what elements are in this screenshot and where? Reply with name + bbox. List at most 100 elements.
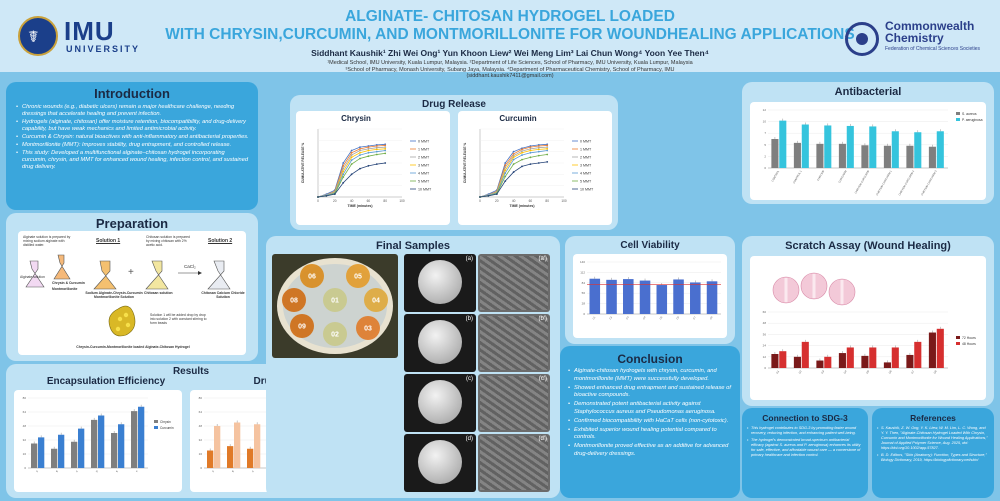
bar <box>227 446 234 468</box>
sample-label: 09 <box>298 324 306 331</box>
flask-icon <box>25 260 45 288</box>
y-tick-label: 0 <box>24 466 26 470</box>
montmorillonite-label: Montmorillonite <box>52 287 78 291</box>
bar <box>214 426 221 468</box>
title-line-2: WITH CHRYSIN,CURCUMIN, AND MONTMORILLONI… <box>165 26 855 43</box>
y-tick-label: 112 <box>580 270 585 274</box>
data-point <box>367 147 370 150</box>
encapsulation-efficiency-title: Encapsulation Efficiency <box>46 376 166 387</box>
y-tick-label: 64 <box>199 410 203 414</box>
solution-2-label: Solution 2 <box>208 238 233 244</box>
bar <box>639 280 651 314</box>
preparation-flask-diagram: + <box>25 254 231 337</box>
bar <box>131 411 138 468</box>
data-point <box>384 146 387 149</box>
bar <box>690 282 701 314</box>
beads-plate: 06 05 08 04 01 09 02 03 <box>277 258 393 354</box>
y-tick-label: 48 <box>763 321 767 325</box>
legend-label: 10 MMT <box>580 188 594 192</box>
bar <box>656 285 668 314</box>
bar <box>838 143 846 168</box>
data-point <box>546 147 549 150</box>
x-tick-label: C7 <box>693 315 697 320</box>
data-point <box>521 148 523 151</box>
list-item: Exhibited superior wound healing potenti… <box>568 427 736 442</box>
data-point <box>537 154 540 157</box>
antibacterial-title: Antibacterial <box>834 86 902 98</box>
y-tick-label: 10 <box>763 120 767 124</box>
final-samples-panel: Final Samples 06 05 08 04 01 09 02 03 (a) (a') (b… <box>266 236 560 498</box>
bead-sample <box>282 288 306 312</box>
data-point <box>359 167 361 170</box>
introduction-list: Chronic wounds (e.g., diabetic ulcers) r… <box>16 104 250 172</box>
y-tick-label: 84 <box>582 281 586 285</box>
bar <box>846 125 854 168</box>
sdg-list: This hydrogel contributes to SDG-3 by pr… <box>747 426 863 460</box>
data-point <box>342 162 345 164</box>
sem-texture <box>480 316 548 370</box>
bar <box>869 347 877 368</box>
antibacterial-chart: 0 2 5 7 10 12 CONTROL CONTROL 1 CHRYSIN CURCUMIN C… <box>750 102 986 200</box>
preparation-diagram: Alginate solution is prepared by mixing … <box>18 231 246 355</box>
x-axis-label: TIME (minutes) <box>347 204 372 208</box>
data-point <box>384 152 387 155</box>
y-tick-label: 32 <box>23 438 27 442</box>
data-point <box>537 146 540 149</box>
bar <box>816 143 824 168</box>
legend-swatch <box>956 112 960 115</box>
list-item: Confirmed biocompatibility with HaCaT ce… <box>568 418 736 426</box>
flask-icon <box>207 260 231 290</box>
data-point <box>350 163 353 166</box>
x-tick-label: 100 <box>399 199 405 203</box>
data-point <box>359 154 361 156</box>
bar <box>779 120 787 168</box>
sample-label: 05 <box>354 274 362 281</box>
bar <box>623 279 634 314</box>
bead-sample <box>323 288 347 312</box>
sem-bead-image: (b) <box>404 314 476 372</box>
x-tick-label: B <box>55 470 59 473</box>
sem-bead-image: (c) <box>404 374 476 432</box>
data-point <box>504 166 507 169</box>
scratch-assay-chart: 0 12 24 36 48 60 G1 G2 G3 G4 G5 G6 G7 G8 72 Hours 48 Ho… <box>750 256 986 400</box>
scratch-line <box>812 274 816 298</box>
list-item: Showed enhanced drug entrapment and sust… <box>568 385 736 400</box>
imu-logo-text: IMU <box>64 16 115 46</box>
commonwealth-logo-text: Commonwealth Chemistry <box>885 19 975 45</box>
prep-note-dropwise: Solution 1 will be added drop by drop in… <box>150 313 207 325</box>
data-point <box>375 163 378 166</box>
x-tick-label: 80 <box>545 199 549 203</box>
preparation-panel: Preparation Alginate solution is prepare… <box>6 213 258 361</box>
data-point <box>350 173 353 176</box>
sem-texture <box>480 256 548 310</box>
y-tick-label: 48 <box>23 424 27 428</box>
introduction-panel: Introduction Chronic wounds (e.g., diabe… <box>6 82 258 210</box>
sem-texture <box>480 436 548 490</box>
sem-label: (b') <box>538 316 547 322</box>
bar <box>78 428 85 468</box>
bar <box>138 406 145 468</box>
series-line <box>317 148 386 198</box>
y-tick-label: 0 <box>200 466 202 470</box>
legend-label: 4 MMT <box>418 172 430 176</box>
commonwealth-logo-subtext: Federation of Chemical Sciences Societie… <box>885 46 981 52</box>
y-tick-label: 24 <box>763 344 767 348</box>
preparation-caption: Chrysin-Curcumin-Montmorillonite loaded … <box>76 345 190 349</box>
x-tick-label: G5 <box>865 369 870 374</box>
data-point <box>359 151 361 154</box>
legend-label: 72 Hours <box>962 336 976 340</box>
prep-note-chitosan: Chitosan solution is prepared by mixing … <box>146 235 190 247</box>
list-item: This hydrogel contributes to SDG-3 by pr… <box>747 426 863 436</box>
list-item: Curcumin & Chrysin: natural bioactives w… <box>16 134 250 141</box>
x-tick-label: G6 <box>887 369 892 374</box>
legend-swatch <box>154 420 158 423</box>
bar <box>779 351 787 368</box>
sem-surface-image: (d') <box>478 434 550 492</box>
x-tick-label: 60 <box>367 199 371 203</box>
cell-viability-bar-chart: 0 28 56 84 112 140 C1 C2 C3 C4 C5 C6 C7 C8 <box>580 260 721 320</box>
bar <box>793 356 801 368</box>
hydrogel-beads-photo <box>108 305 136 337</box>
data-point <box>333 193 336 196</box>
chrysin-release-line-chart: Chrysin 0 20 40 60 80 100 TIME (minutes) CUMULAT… <box>301 114 432 208</box>
sem-label: (c') <box>538 376 547 382</box>
